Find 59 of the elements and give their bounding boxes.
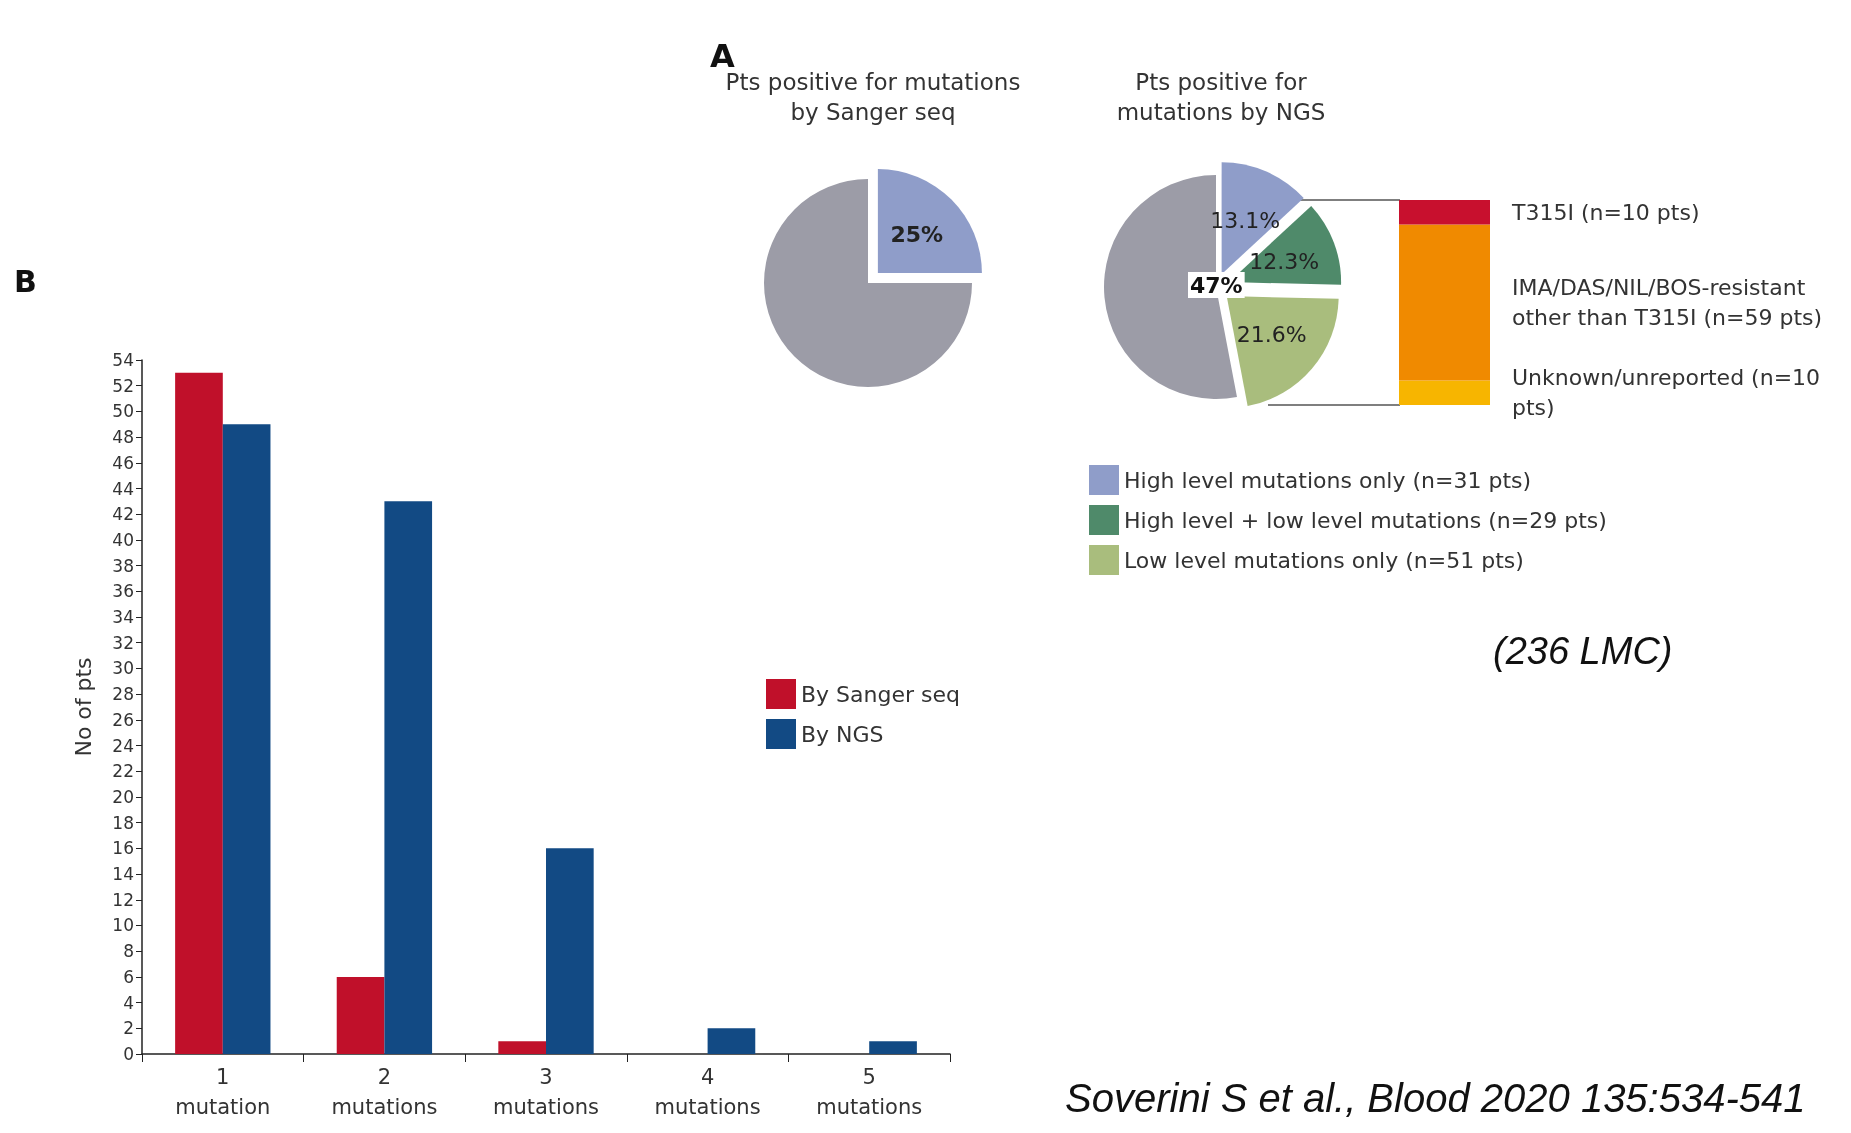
y-tick-label: 4 (123, 992, 134, 1013)
chart-title: Pts positive for mutations by NGS (1116, 69, 1326, 125)
y-tick-label: 2 (123, 1018, 134, 1039)
data-label: 21.6% (1236, 321, 1307, 347)
y-tick-label: 16 (112, 838, 134, 859)
y-tick-label: 6 (123, 966, 134, 987)
text: Soverini S et al., Blood 2020 135:534-541 (1065, 1076, 1806, 1120)
series-label: Unknown/unreported (n=10 pts) (1512, 365, 1828, 421)
y-tick-label: 52 (112, 375, 134, 396)
legend-label: By NGS (801, 721, 884, 747)
y-tick-label: 32 (112, 632, 134, 653)
y-tick-label: 36 (112, 581, 134, 602)
bar (707, 1028, 756, 1054)
bar (869, 1041, 917, 1054)
data-label: 25% (890, 221, 944, 247)
y-tick-label: 0 (123, 1044, 134, 1064)
y-tick-label: 38 (112, 555, 134, 576)
legend-label: Low level mutations only (n=51 pts) (1124, 547, 1524, 573)
y-tick-label: 20 (112, 786, 134, 807)
y-tick-label: 10 (112, 915, 134, 936)
y-tick-label: 34 (112, 607, 134, 628)
y-tick-label: 44 (112, 478, 134, 499)
legend-label: By Sanger seq (801, 681, 960, 707)
y-axis-title: No of pts (70, 657, 96, 757)
bar (546, 848, 594, 1054)
bar (336, 976, 385, 1054)
y-tick-label: 50 (112, 401, 134, 422)
legend-label: High level + low level mutations (n=29 pts) (1124, 507, 1607, 533)
bar (222, 424, 271, 1054)
text: 47% (1190, 272, 1243, 298)
y-tick-label: 30 (112, 658, 134, 679)
x-tick-label: 4 mutations (654, 1065, 761, 1119)
y-tick-label: 42 (112, 504, 134, 525)
bar (175, 372, 223, 1054)
x-tick-label: 2 mutations (331, 1065, 438, 1119)
bar (498, 1041, 546, 1054)
x-tick-label: 1 mutation (175, 1065, 271, 1119)
chart-title: Pts positive for mutations by Sanger seq (725, 69, 1021, 125)
y-tick-label: 54 (112, 350, 134, 370)
x-tick-label: 5 mutations (816, 1065, 923, 1119)
y-tick-label: 40 (112, 529, 134, 550)
y-tick-label: 22 (112, 761, 134, 782)
series-label: T315I (n=10 pts) (1511, 199, 1700, 225)
x-tick-label: 3 mutations (492, 1065, 600, 1119)
y-tick-label: 46 (112, 452, 134, 473)
y-tick-label: 24 (112, 735, 134, 756)
y-tick-label: 26 (112, 709, 134, 730)
series-label: IMA/DAS/NIL/BOS-resistant other than T315I (n=59 pts) (1512, 275, 1823, 330)
y-tick-label: 14 (112, 864, 134, 885)
y-tick-label: 18 (112, 812, 134, 833)
y-tick-label: 48 (112, 427, 134, 448)
bar (384, 501, 433, 1054)
y-tick-label: 8 (123, 941, 134, 962)
y-tick-label: 12 (112, 889, 134, 910)
data-label: 12.3% (1249, 248, 1320, 274)
text: B (14, 263, 37, 299)
y-tick-label: 28 (112, 684, 134, 705)
text: (236 LMC) (1493, 630, 1673, 672)
legend-label: High level mutations only (n=31 pts) (1124, 467, 1532, 493)
